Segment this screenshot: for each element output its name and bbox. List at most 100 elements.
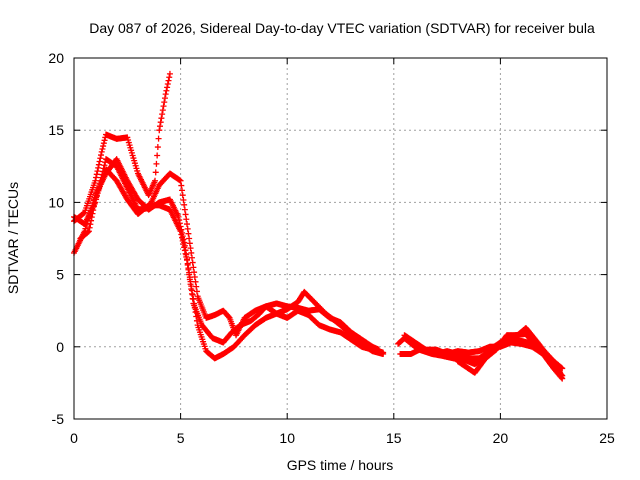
data-point [159, 111, 166, 118]
data-point [161, 99, 168, 106]
data-point [90, 207, 97, 214]
data-point [558, 364, 565, 371]
data-point [93, 174, 100, 181]
data-point [93, 171, 100, 178]
data-point [92, 177, 99, 184]
data-point [156, 127, 163, 134]
data-point [189, 259, 196, 266]
y-tick-label: 10 [48, 194, 64, 210]
data-point [556, 368, 563, 375]
data-point [98, 152, 105, 159]
data-point [558, 374, 565, 381]
data-point [160, 103, 167, 110]
x-tick-label: 5 [177, 430, 185, 446]
data-point [178, 231, 185, 238]
data-point [184, 225, 191, 232]
axis-ticks [73, 57, 608, 420]
data-point [187, 281, 194, 288]
data-point [87, 221, 94, 228]
data-point [166, 70, 173, 77]
data-point [187, 245, 194, 252]
data-point [186, 271, 193, 278]
data-point [163, 87, 170, 94]
x-axis-label: GPS time / hours [287, 457, 394, 473]
data-point [91, 200, 98, 207]
data-point [186, 235, 193, 242]
data-point [164, 84, 171, 91]
data-point [88, 217, 95, 224]
data-point [180, 241, 187, 248]
y-tick-label: 15 [48, 122, 64, 138]
grid-lines [74, 58, 607, 419]
data-point [179, 237, 186, 244]
data-point [86, 224, 93, 231]
data-point [190, 264, 197, 271]
data-point [188, 286, 195, 293]
data-point [154, 144, 161, 151]
x-tick-label: 0 [70, 430, 78, 446]
data-point [100, 143, 107, 150]
data-point [179, 192, 186, 199]
data-point [186, 240, 193, 247]
data-point [179, 234, 186, 241]
data-point [97, 155, 104, 162]
data-point [193, 288, 200, 295]
data-point [557, 369, 564, 376]
data-point [159, 107, 166, 114]
data-point [98, 148, 105, 155]
data-point [559, 365, 566, 372]
data-point [94, 168, 101, 175]
data-point [156, 123, 163, 130]
data-point [165, 77, 172, 84]
data-point [191, 274, 198, 281]
x-tick-label: 25 [599, 430, 615, 446]
data-point [184, 261, 191, 268]
data-point [183, 221, 190, 228]
data-point [177, 177, 184, 184]
series-trace-7 [401, 332, 566, 382]
data-point [101, 162, 108, 169]
y-tick-label: 0 [56, 339, 64, 355]
data-point [375, 346, 382, 353]
data-point [181, 244, 188, 251]
data-point [182, 250, 189, 257]
data-point [85, 228, 92, 235]
data-point [95, 161, 102, 168]
data-point [96, 158, 103, 165]
chart-title: Day 087 of 2026, Sidereal Day-to-day VTE… [89, 20, 595, 36]
data-point [182, 211, 189, 218]
series-trace-8 [454, 325, 564, 376]
data-point [186, 276, 193, 283]
x-tick-label: 15 [386, 430, 402, 446]
data-point [183, 253, 190, 260]
y-tick-label: 5 [56, 267, 64, 283]
series-trace-4 [77, 166, 382, 353]
data-point [90, 203, 97, 210]
data-point [89, 210, 96, 217]
data-point [88, 214, 95, 221]
data-point [100, 140, 107, 147]
data-series [71, 70, 566, 382]
data-point [181, 201, 188, 208]
data-point [95, 164, 102, 171]
data-point [154, 152, 161, 159]
data-point [185, 230, 192, 237]
data-point [161, 95, 168, 102]
data-point [189, 295, 196, 302]
data-point [155, 135, 162, 142]
data-point [101, 137, 108, 144]
data-point [181, 247, 188, 254]
data-point [192, 278, 199, 285]
tick-labels: 0 5 10 15 20 25 -5 0 5 10 15 20 [48, 50, 615, 446]
data-point [164, 80, 171, 87]
x-tick-label: 10 [279, 430, 295, 446]
y-tick-label: 20 [48, 50, 64, 66]
data-point [181, 206, 188, 213]
data-point [191, 269, 198, 276]
data-point [166, 74, 173, 81]
data-point [380, 349, 387, 356]
data-point [158, 115, 165, 122]
plot-frame [73, 57, 608, 420]
data-point [162, 91, 169, 98]
